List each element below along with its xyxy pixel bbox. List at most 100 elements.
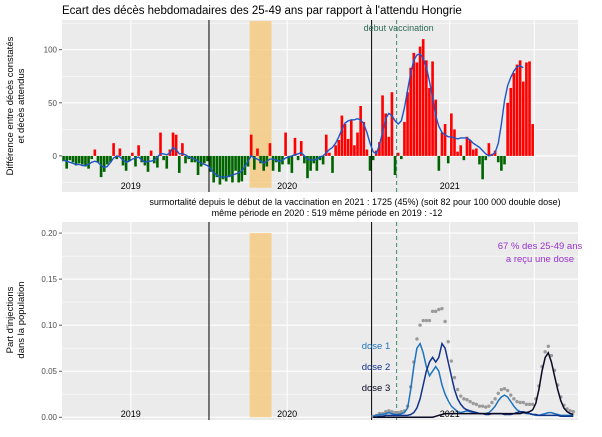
total-injection-point [509, 393, 513, 397]
total-injection-point [474, 402, 479, 407]
total-injection-point [468, 399, 472, 404]
total-injection-point [387, 409, 391, 413]
excess-death-bar [403, 121, 406, 156]
excess-death-bar [202, 155, 206, 164]
total-injection-point [512, 397, 516, 401]
excess-death-bar [290, 155, 294, 173]
excess-death-bar [421, 39, 425, 156]
dose-series-line [373, 351, 574, 418]
excess-death-bar [371, 155, 375, 161]
excess-death-bar [399, 155, 403, 160]
legend-label: dose 3 [362, 383, 391, 394]
excess-death-bar [481, 155, 484, 180]
total-injection-point [499, 387, 504, 392]
excess-death-bar [253, 155, 256, 170]
excess-death-bar [71, 155, 75, 163]
total-injection-point [446, 340, 450, 344]
excess-death-bar [465, 136, 469, 156]
chart-title: Ecart des décès hebdomadaires des 25-49 … [62, 5, 462, 17]
excess-death-bar [271, 155, 275, 171]
excess-death-bar [96, 155, 100, 163]
year-label: 2021 [440, 409, 460, 419]
excess-death-bar [390, 92, 394, 156]
excess-death-bar [340, 115, 344, 156]
excess-death-bar [299, 141, 303, 156]
excess-death-bar [115, 155, 119, 160]
excess-death-bar [249, 134, 253, 156]
year-label: 2019 [121, 409, 141, 419]
excess-death-bar [471, 149, 475, 156]
excess-death-bar [362, 121, 366, 156]
y-tick-label: 0.10 [41, 321, 57, 330]
excess-death-bar [515, 64, 519, 156]
excess-death-bar [177, 155, 181, 173]
year-label: 2020 [277, 181, 297, 191]
excess-death-bar [434, 99, 438, 156]
excess-death-bar [221, 155, 225, 180]
total-injection-point [427, 318, 432, 323]
excess-death-bar [215, 155, 219, 178]
bottom-ylabel-line1: Part d'injections [5, 286, 16, 353]
excess-death-bar [309, 155, 312, 171]
excess-death-bar [190, 155, 194, 163]
excess-death-bar [334, 145, 337, 156]
y-tick-label: 0 [53, 152, 58, 161]
excess-death-bar [293, 137, 297, 156]
excess-death-bar [365, 149, 369, 156]
excess-death-bar [318, 155, 322, 161]
excess-death-bar [81, 155, 84, 165]
excess-death-bar [156, 155, 159, 168]
bottom-dose-lines [372, 341, 574, 418]
excess-death-bar [231, 155, 234, 183]
excess-death-bar [237, 155, 241, 183]
total-injection-point [484, 405, 488, 409]
year-label: 2019 [121, 181, 141, 191]
excess-death-bar [165, 155, 169, 169]
excess-death-bar [127, 155, 131, 162]
total-injection-point [459, 394, 463, 398]
excess-death-bar [124, 155, 128, 171]
total-injection-point [521, 400, 525, 405]
excess-death-bar [496, 155, 500, 163]
excess-death-bar [131, 152, 134, 156]
excess-death-bar [65, 155, 69, 169]
excess-death-bar [99, 155, 103, 178]
excess-death-bar [68, 155, 72, 161]
total-injection-point [430, 309, 435, 314]
excess-death-bar [500, 155, 503, 171]
excess-death-bar [456, 151, 459, 156]
excess-death-bar [109, 155, 112, 163]
total-injection-point [571, 410, 576, 414]
excess-death-bar [74, 155, 78, 166]
excess-death-bar [343, 124, 347, 156]
excess-death-bar [346, 138, 350, 156]
total-injection-point [477, 404, 482, 408]
excess-death-bar [218, 155, 222, 185]
y-tick-label: 0.20 [41, 229, 57, 238]
excess-death-bar [381, 95, 384, 156]
legend-label: dose 1 [362, 341, 391, 352]
total-injection-point [434, 309, 438, 314]
total-injection-point [415, 337, 419, 341]
excess-death-bar [321, 155, 325, 165]
excess-death-bar [384, 113, 387, 156]
total-injection-point [505, 388, 510, 393]
year-label: 2020 [277, 409, 297, 419]
total-injection-point [568, 409, 572, 413]
total-injection-point [449, 359, 454, 363]
excess-death-bar [146, 155, 150, 172]
excess-death-bar [259, 155, 262, 164]
excess-death-bar [531, 124, 534, 156]
excess-death-bar [437, 155, 441, 171]
excess-death-bar [212, 155, 215, 183]
legend-label: dose 2 [362, 362, 391, 373]
excess-death-bar [518, 60, 522, 156]
excess-death-bar [506, 102, 509, 156]
total-injection-point [543, 350, 547, 354]
excess-death-bar [440, 132, 444, 156]
excess-death-bar [77, 155, 81, 164]
excess-death-bar [84, 155, 87, 167]
total-injection-point [490, 400, 494, 405]
excess-death-bar [453, 129, 456, 156]
